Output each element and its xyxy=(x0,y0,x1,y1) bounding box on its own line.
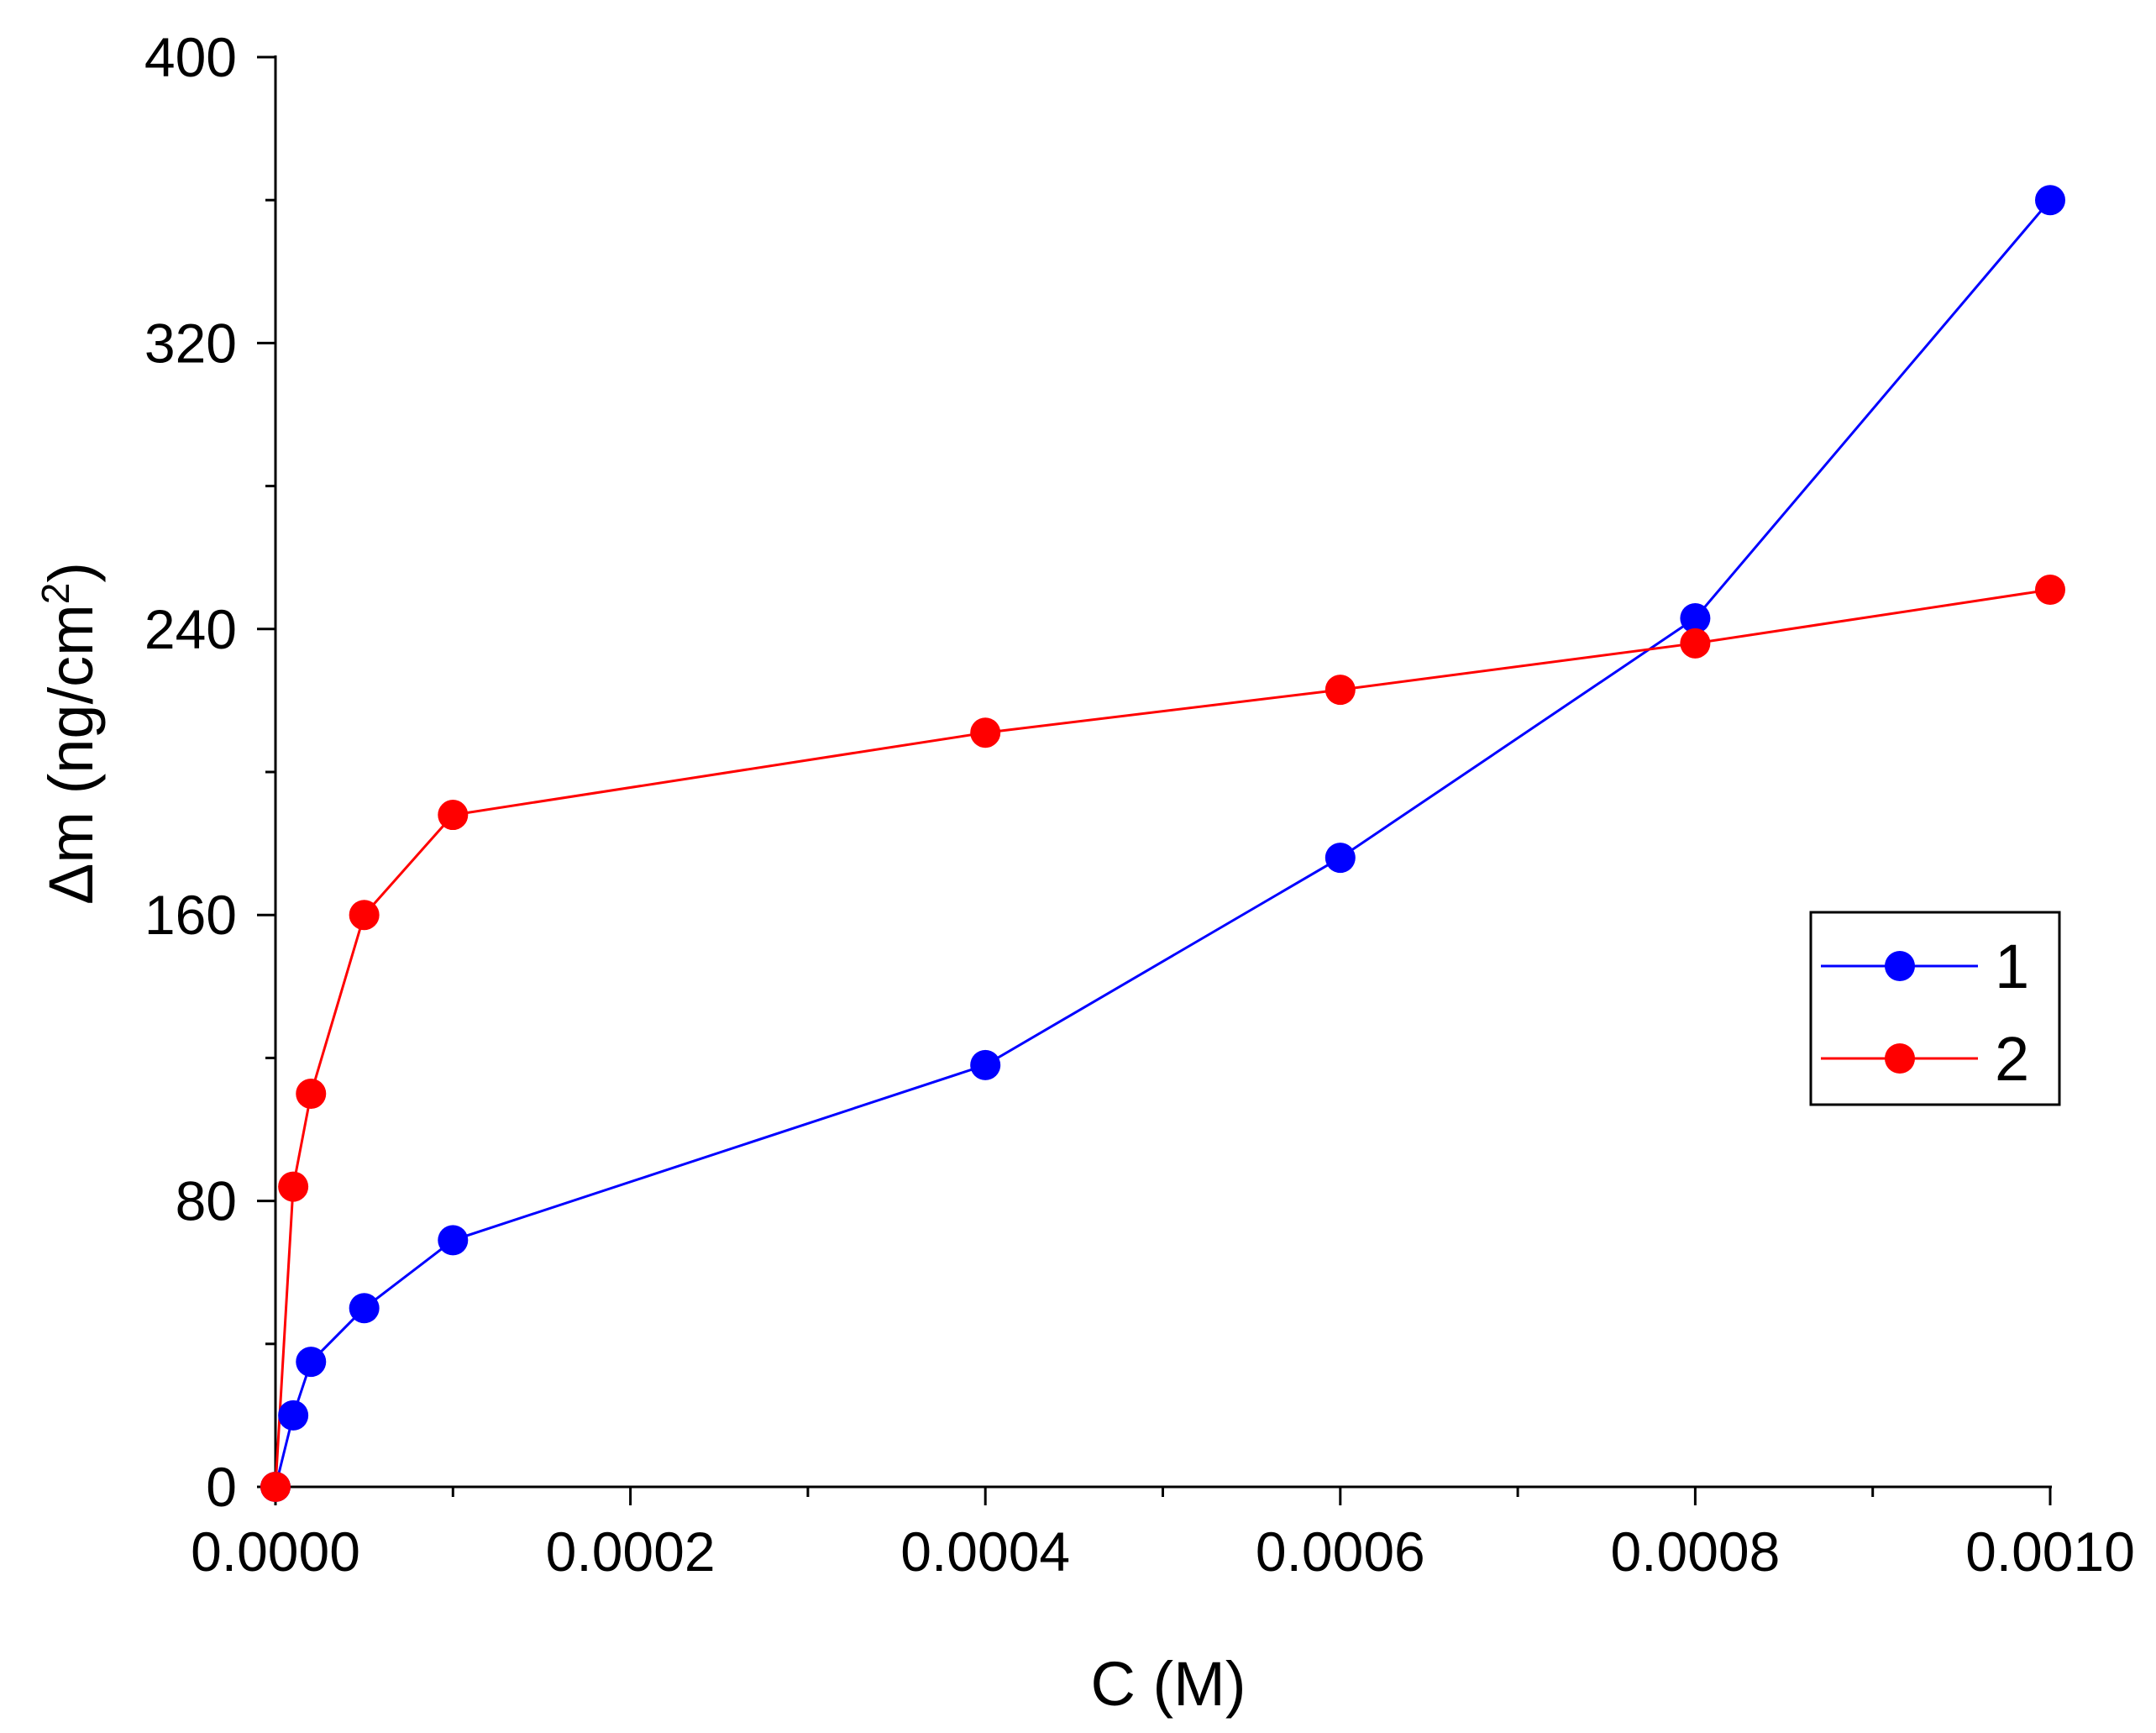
y-tick-label: 0 xyxy=(206,1456,237,1518)
series-line-2 xyxy=(274,588,2051,1488)
y-tick-label: 160 xyxy=(144,884,237,946)
axes xyxy=(274,55,2052,1489)
data-point xyxy=(278,1400,309,1431)
y-axis-title: Δm (ng/cm2) xyxy=(34,562,106,905)
y-tick-label: 80 xyxy=(176,1170,237,1232)
data-point xyxy=(438,800,469,831)
x-tick-label: 0.0006 xyxy=(1256,1520,1425,1583)
data-point xyxy=(349,900,380,931)
data-point xyxy=(349,1293,380,1324)
x-tick-label: 0.0004 xyxy=(900,1520,1070,1583)
plot-series xyxy=(260,185,2065,1502)
data-point xyxy=(1325,675,1356,706)
legend: 12 xyxy=(1809,911,2061,1106)
legend-box xyxy=(1809,911,2061,1106)
x-tick-label: 0.0002 xyxy=(546,1520,716,1583)
data-point xyxy=(1680,603,1711,634)
data-point xyxy=(2035,574,2065,605)
x-tick-label: 0.0010 xyxy=(1965,1520,2135,1583)
data-point xyxy=(970,1049,1001,1080)
series-2 xyxy=(274,588,2051,1488)
series-points-2 xyxy=(260,574,2065,1502)
data-point xyxy=(296,1347,327,1378)
data-point xyxy=(296,1078,327,1109)
legend-item-1: 1 xyxy=(1821,932,2029,1001)
legend-label: 1 xyxy=(1995,932,2029,1001)
legend-label: 2 xyxy=(1995,1024,2029,1094)
series-line-1 xyxy=(274,199,2052,1488)
data-point xyxy=(260,1472,291,1502)
x-tick-label: 0.0000 xyxy=(191,1520,360,1583)
series-points-1 xyxy=(260,185,2065,1502)
x-axis-ticks: 0.0000 0.0002 0.0004 0.0006 0.0008 0.0010 xyxy=(191,1487,2135,1583)
legend-marker xyxy=(1885,1043,1915,1074)
x-tick-label: 0.0008 xyxy=(1610,1520,1780,1583)
data-point xyxy=(970,717,1001,748)
x-axis-title: C (M) xyxy=(1091,1649,1246,1719)
data-point xyxy=(278,1171,309,1202)
y-tick-label: 400 xyxy=(144,26,237,88)
data-point xyxy=(1680,628,1711,659)
legend-marker xyxy=(1885,951,1915,981)
y-tick-label: 240 xyxy=(144,598,237,660)
legend-item-2: 2 xyxy=(1821,1024,2029,1094)
data-point xyxy=(1325,843,1356,874)
y-axis-title-close: ) xyxy=(36,562,106,583)
y-tick-label: 320 xyxy=(144,312,237,374)
data-point xyxy=(438,1225,469,1256)
y-axis-title-superscript: 2 xyxy=(34,583,77,605)
series-1 xyxy=(274,199,2052,1488)
y-axis-title-main: Δm (ng/cm xyxy=(36,604,106,905)
data-point xyxy=(2035,185,2065,216)
y-axis-ticks: 0 80 160 240 320 400 xyxy=(144,26,275,1518)
